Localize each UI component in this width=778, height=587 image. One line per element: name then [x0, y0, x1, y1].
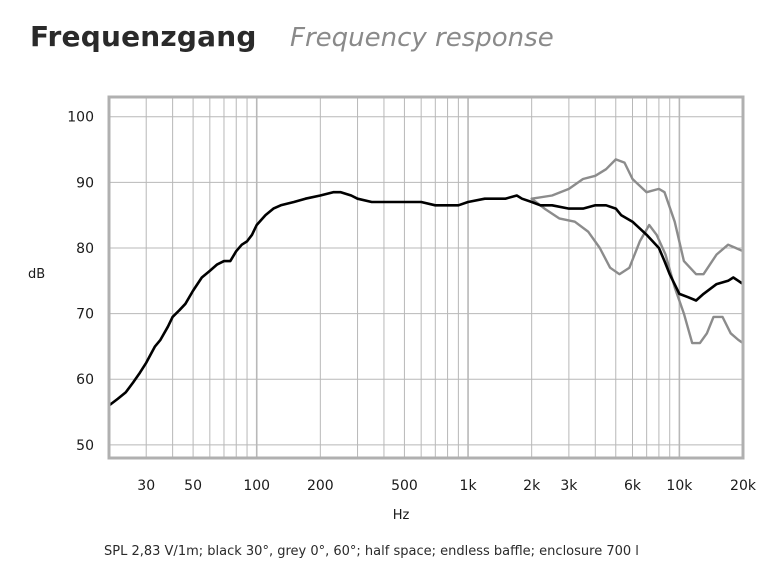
x-tick-labels: 30 50 100 200 500 1k 2k 3k 6k 10k 20k: [137, 478, 757, 494]
measurement-caption: SPL 2,83 V/1m; black 30°, grey 0°, 60°; …: [104, 544, 639, 559]
y-tick-label: 90: [76, 175, 94, 191]
y-tick-label: 50: [76, 438, 94, 454]
x-axis-label: Hz: [393, 508, 410, 523]
grid: [109, 97, 743, 458]
y-tick-labels: 50 60 70 80 90 100: [67, 110, 94, 454]
y-tick-label: 70: [76, 307, 94, 323]
series-line-grey-1: [530, 197, 745, 345]
x-tick-label: 3k: [560, 478, 578, 494]
chart-title: Frequenzgang: [30, 20, 257, 53]
y-tick-label: 100: [67, 110, 94, 126]
plot-frame: [107, 95, 745, 460]
x-tick-label: 1k: [460, 478, 478, 494]
series-layer: [107, 158, 745, 407]
series-line-black-2: [107, 190, 745, 407]
series-line-grey-0: [530, 158, 745, 276]
x-tick-label: 6k: [624, 478, 642, 494]
x-tick-label: 2k: [523, 478, 541, 494]
x-tick-label: 50: [184, 478, 202, 494]
x-tick-label: 30: [137, 478, 155, 494]
x-tick-label: 500: [391, 478, 418, 494]
chart-subtitle: Frequency response: [290, 23, 554, 53]
x-tick-label: 200: [307, 478, 334, 494]
y-tick-label: 80: [76, 241, 94, 257]
x-tick-label: 10k: [666, 478, 693, 494]
frequency-response-chart: 50 60 70 80 90 100 30 50 100 200 500 1k 2k 3k 6k 10k 20…: [28, 95, 757, 523]
x-tick-label: 100: [243, 478, 270, 494]
x-tick-label: 20k: [730, 478, 757, 494]
y-tick-label: 60: [76, 372, 94, 388]
y-axis-label: dB: [28, 267, 45, 282]
